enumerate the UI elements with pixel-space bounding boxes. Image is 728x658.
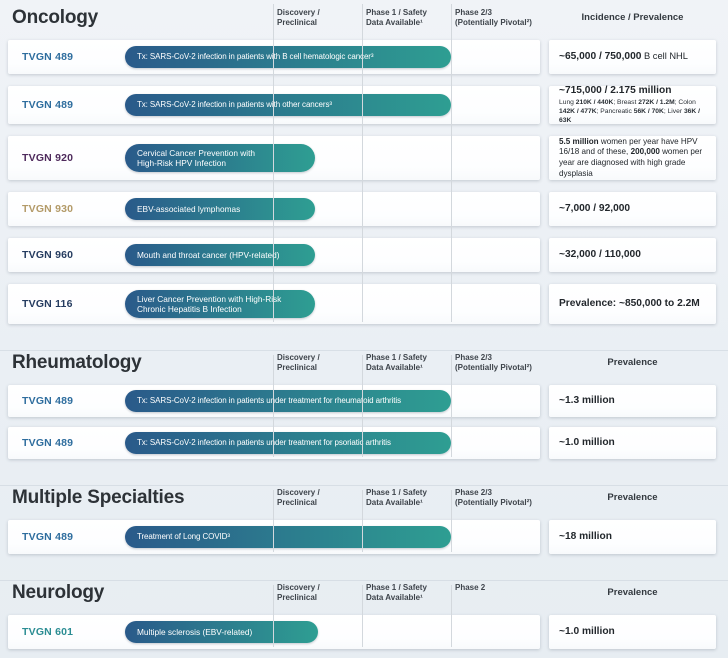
prevalence-card: ~7,000 / 92,000 <box>549 192 716 226</box>
column-header-incidence-prevalence: Incidence / Prevalence <box>581 12 684 23</box>
column-header-discovery-preclinical: Discovery / Preclinical <box>277 8 320 28</box>
prevalence-card: ~1.0 million <box>549 427 716 459</box>
prevalence-value: ~7,000 / 92,000 <box>559 202 631 214</box>
pipeline-row-tvgn601: TVGN 601 Multiple sclerosis (EBV-related… <box>0 615 728 649</box>
pipeline-row-tvgn960: TVGN 960 Mouth and throat cancer (HPV-re… <box>0 238 728 272</box>
program-label: TVGN 601 <box>22 626 74 638</box>
row-card: TVGN 116 Liver Cancer Prevention with Hi… <box>8 284 540 324</box>
prevalence-card: ~65,000 / 750,000 B cell NHL <box>549 40 716 74</box>
pipeline-row-tvgn920: TVGN 920 Cervical Cancer Prevention with… <box>0 136 728 180</box>
column-header-prevalence: Prevalence <box>607 587 658 598</box>
section-neurology: Neurology Discovery / Preclinical Phase … <box>0 580 728 649</box>
row-card: TVGN 601 Multiple sclerosis (EBV-related… <box>8 615 540 649</box>
column-header-phase23: Phase 2/3 (Potentially Pivotal²) <box>455 353 532 373</box>
prevalence-value: ~65,000 / 750,000 B cell NHL <box>559 50 688 62</box>
prevalence-card: Prevalence: ~850,000 to 2.2M <box>549 284 716 324</box>
section-multiple-specialties: Multiple Specialties Discovery / Preclin… <box>0 485 728 554</box>
pipeline-row-tvgn489-rheumatoid: TVGN 489 Tx: SARS-CoV-2 infection in pat… <box>0 385 728 417</box>
row-card: TVGN 920 Cervical Cancer Prevention with… <box>8 136 540 180</box>
column-header-phase1: Phase 1 / Safety Data Available¹ <box>366 353 427 373</box>
prevalence-value: 5.5 million women per year have HPV 16/1… <box>559 136 703 178</box>
program-label: TVGN 920 <box>22 152 74 164</box>
prevalence-value: ~1.0 million <box>559 436 615 448</box>
column-header-phase2: Phase 2 <box>455 583 486 592</box>
column-header-prevalence: Prevalence <box>607 492 658 503</box>
column-header-phase23: Phase 2/3 (Potentially Pivotal²) <box>455 488 532 508</box>
indication-pill: Mouth and throat cancer (HPV-related) <box>125 244 315 266</box>
program-label: TVGN 489 <box>22 99 74 111</box>
section-rheumatology: Rheumatology Discovery / Preclinical Pha… <box>0 350 728 459</box>
section-title: Rheumatology <box>12 352 142 373</box>
indication-pill: Liver Cancer Prevention with High-Risk C… <box>125 290 315 318</box>
program-label: TVGN 116 <box>22 298 73 310</box>
indication-pill: Tx: SARS-CoV-2 infection in patients wit… <box>125 94 451 116</box>
section-header: Rheumatology Discovery / Preclinical Pha… <box>0 351 728 385</box>
program-label: TVGN 489 <box>22 437 74 449</box>
program-label: TVGN 489 <box>22 531 74 543</box>
pipeline-row-tvgn930: TVGN 930 EBV-associated lymphomas ~7,000… <box>0 192 728 226</box>
prevalence-card: ~715,000 / 2.175 million Lung 210K / 440… <box>549 84 716 125</box>
prevalence-value: ~32,000 / 110,000 <box>559 248 641 260</box>
section-title: Oncology <box>12 7 99 28</box>
pipeline-row-tvgn489-other-cancers: TVGN 489 Tx: SARS-CoV-2 infection in pat… <box>0 84 728 125</box>
indication-pill: Cervical Cancer Prevention with High-Ris… <box>125 144 315 172</box>
row-card: TVGN 960 Mouth and throat cancer (HPV-re… <box>8 238 540 272</box>
program-label: TVGN 489 <box>22 395 74 407</box>
prevalence-card: ~18 million <box>549 520 716 554</box>
pipeline-row-tvgn489-bcell: TVGN 489 Tx: SARS-CoV-2 infection in pat… <box>0 40 728 74</box>
indication-pill: Tx: SARS-CoV-2 infection in patients und… <box>125 390 451 412</box>
prevalence-card: ~1.3 million <box>549 385 716 417</box>
pipeline-row-tvgn489-psoriatic: TVGN 489 Tx: SARS-CoV-2 infection in pat… <box>0 427 728 459</box>
indication-pill: Multiple sclerosis (EBV-related) <box>125 621 318 643</box>
column-header-prevalence: Prevalence <box>607 357 658 368</box>
prevalence-card: ~1.0 million <box>549 615 716 649</box>
row-card: TVGN 489 Tx: SARS-CoV-2 infection in pat… <box>8 427 540 459</box>
section-oncology: Oncology Discovery / Preclinical Phase 1… <box>0 0 728 324</box>
prevalence-value: ~1.3 million <box>559 394 615 406</box>
program-label: TVGN 960 <box>22 249 74 261</box>
prevalence-value: ~1.0 million <box>559 625 615 637</box>
section-header: Neurology Discovery / Preclinical Phase … <box>0 581 728 615</box>
prevalence-value: ~18 million <box>559 530 612 542</box>
program-label: TVGN 930 <box>22 203 74 215</box>
prevalence-value: Prevalence: ~850,000 to 2.2M <box>559 297 700 309</box>
column-header-phase1: Phase 1 / Safety Data Available¹ <box>366 8 427 28</box>
column-header-discovery-preclinical: Discovery / Preclinical <box>277 488 320 508</box>
row-card: TVGN 489 Tx: SARS-CoV-2 infection in pat… <box>8 385 540 417</box>
program-label: TVGN 489 <box>22 51 74 63</box>
section-title: Multiple Specialties <box>12 487 185 508</box>
column-header-discovery-preclinical: Discovery / Preclinical <box>277 353 320 373</box>
column-header-phase23: Phase 2/3 (Potentially Pivotal²) <box>455 8 532 28</box>
section-header: Oncology Discovery / Preclinical Phase 1… <box>0 6 728 40</box>
prevalence-value: ~715,000 / 2.175 million <box>559 84 672 96</box>
indication-pill: Treatment of Long COVID³ <box>125 526 451 548</box>
column-header-phase1: Phase 1 / Safety Data Available¹ <box>366 488 427 508</box>
row-card: TVGN 489 Tx: SARS-CoV-2 infection in pat… <box>8 40 540 74</box>
section-title: Neurology <box>12 582 105 603</box>
row-card: TVGN 930 EBV-associated lymphomas <box>8 192 540 226</box>
prevalence-card: 5.5 million women per year have HPV 16/1… <box>549 136 716 180</box>
pipeline-row-tvgn489-long-covid: TVGN 489 Treatment of Long COVID³ ~18 mi… <box>0 520 728 554</box>
prevalence-breakdown: Lung 210K / 440K; Breast 272K / 1.2M; Co… <box>559 99 700 125</box>
indication-pill: EBV-associated lymphomas <box>125 198 315 220</box>
section-header: Multiple Specialties Discovery / Preclin… <box>0 486 728 520</box>
column-header-discovery-preclinical: Discovery / Preclinical <box>277 583 320 603</box>
prevalence-card: ~32,000 / 110,000 <box>549 238 716 272</box>
pipeline-row-tvgn116: TVGN 116 Liver Cancer Prevention with Hi… <box>0 284 728 324</box>
column-header-phase1: Phase 1 / Safety Data Available¹ <box>366 583 427 603</box>
indication-pill: Tx: SARS-CoV-2 infection in patients und… <box>125 432 451 454</box>
indication-pill: Tx: SARS-CoV-2 infection in patients wit… <box>125 46 451 68</box>
row-card: TVGN 489 Tx: SARS-CoV-2 infection in pat… <box>8 86 540 124</box>
row-card: TVGN 489 Treatment of Long COVID³ <box>8 520 540 554</box>
